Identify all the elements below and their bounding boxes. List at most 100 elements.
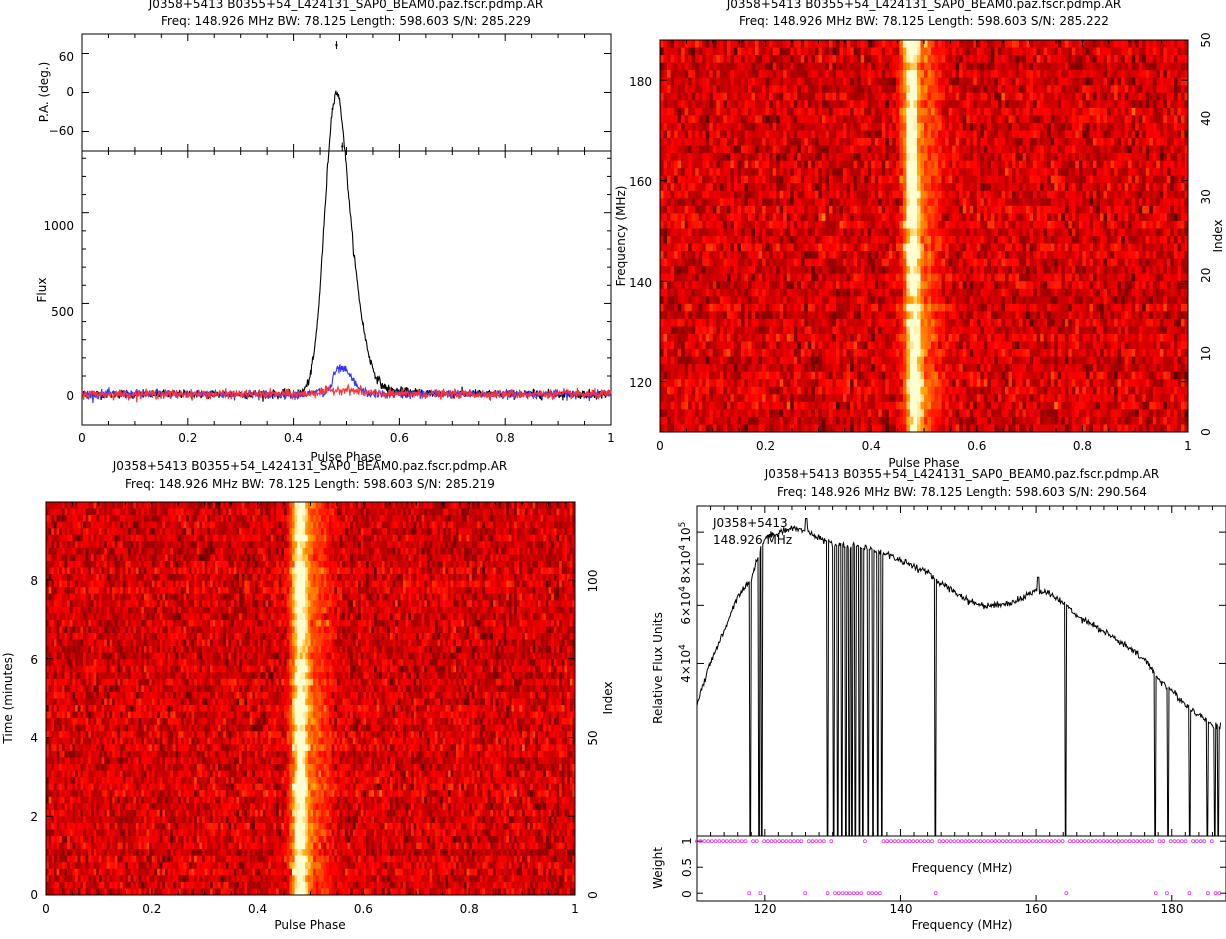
freq-phase-heatmap-cell bbox=[1037, 161, 1041, 169]
freq-phase-heatmap-cell bbox=[1023, 153, 1027, 161]
freq-phase-heatmap-cell bbox=[991, 93, 995, 101]
freq-phase-heatmap-cell bbox=[832, 146, 836, 154]
freq-phase-heatmap-cell bbox=[1068, 191, 1072, 199]
freq-phase-heatmap-cell bbox=[815, 221, 819, 229]
freq-phase-heatmap-cell bbox=[991, 161, 995, 169]
freq-phase-heatmap-cell bbox=[688, 251, 692, 259]
freq-phase-heatmap-cell bbox=[769, 228, 773, 236]
freq-phase-heatmap-cell bbox=[723, 176, 727, 184]
freq-phase-heatmap-cell bbox=[720, 146, 724, 154]
freq-phase-heatmap-cell bbox=[1037, 176, 1041, 184]
freq-phase-heatmap-cell bbox=[973, 244, 977, 252]
freq-phase-heatmap-cell bbox=[850, 206, 854, 214]
freq-phase-heatmap-cell bbox=[1167, 55, 1171, 63]
freq-phase-heatmap-cell bbox=[685, 259, 689, 267]
freq-phase-heatmap-cell bbox=[1075, 213, 1079, 221]
freq-phase-heatmap-cell bbox=[952, 93, 956, 101]
freq-phase-heatmap-cell bbox=[889, 100, 893, 108]
freq-phase-heatmap-cell bbox=[942, 115, 946, 123]
freq-phase-heatmap-cell bbox=[678, 146, 682, 154]
freq-phase-heatmap-cell bbox=[878, 274, 882, 282]
freq-phase-heatmap-cell bbox=[678, 48, 682, 56]
freq-phase-heatmap-cell bbox=[808, 206, 812, 214]
freq-phase-heatmap-cell bbox=[709, 115, 713, 123]
freq-phase-heatmap-cell bbox=[811, 168, 815, 176]
freq-phase-heatmap-cell bbox=[991, 183, 995, 191]
freq-phase-heatmap-cell bbox=[991, 153, 995, 161]
freq-phase-heatmap-cell bbox=[822, 161, 826, 169]
freq-phase-heatmap-cell bbox=[678, 138, 682, 146]
freq-phase-heatmap-cell bbox=[871, 274, 875, 282]
freq-phase-heatmap-cell bbox=[1051, 40, 1055, 48]
freq-phase-heatmap-cell bbox=[1030, 85, 1034, 93]
freq-phase-heatmap-cell bbox=[1079, 206, 1083, 214]
freq-phase-heatmap-cell bbox=[1125, 198, 1129, 206]
freq-phase-heatmap-cell bbox=[1153, 123, 1157, 131]
freq-phase-heatmap-cell bbox=[787, 213, 791, 221]
freq-phase-heatmap-cell bbox=[1026, 48, 1030, 56]
freq-phase-heatmap-cell bbox=[1177, 85, 1181, 93]
freq-phase-heatmap-cell bbox=[892, 221, 896, 229]
freq-phase-heatmap-cell bbox=[667, 130, 671, 138]
freq-phase-heatmap-cell bbox=[1026, 236, 1030, 244]
freq-phase-heatmap-cell bbox=[685, 191, 689, 199]
freq-phase-heatmap-cell bbox=[903, 228, 907, 236]
freq-phase-heatmap-cell bbox=[1089, 138, 1093, 146]
freq-phase-heatmap-cell bbox=[776, 228, 780, 236]
freq-phase-heatmap-cell bbox=[822, 213, 826, 221]
freq-phase-heatmap-cell bbox=[727, 161, 731, 169]
freq-phase-heatmap-cell bbox=[1118, 138, 1122, 146]
freq-phase-heatmap-cell bbox=[667, 115, 671, 123]
freq-phase-heatmap-cell bbox=[1026, 115, 1030, 123]
freq-phase-heatmap-cell bbox=[899, 130, 903, 138]
freq-phase-heatmap-cell bbox=[1012, 153, 1016, 161]
freq-phase-heatmap-cell bbox=[1058, 168, 1062, 176]
freq-phase-heatmap-cell bbox=[1016, 108, 1020, 116]
freq-phase-heatmap-cell bbox=[1026, 244, 1030, 252]
freq-phase-heatmap-cell bbox=[913, 115, 917, 123]
freq-phase-heatmap-cell bbox=[759, 63, 763, 71]
freq-phase-heatmap-cell bbox=[882, 168, 886, 176]
freq-phase-heatmap-cell bbox=[716, 115, 720, 123]
freq-phase-heatmap-cell bbox=[945, 198, 949, 206]
freq-phase-heatmap-cell bbox=[1096, 130, 1100, 138]
freq-phase-heatmap-cell bbox=[871, 183, 875, 191]
freq-phase-heatmap-cell bbox=[688, 93, 692, 101]
freq-phase-heatmap-cell bbox=[1082, 55, 1086, 63]
freq-phase-heatmap-cell bbox=[903, 78, 907, 86]
freq-phase-heatmap-cell bbox=[854, 168, 858, 176]
freq-phase-heatmap-cell bbox=[836, 244, 840, 252]
freq-phase-heatmap-cell bbox=[832, 115, 836, 123]
freq-phase-heatmap-cell bbox=[1033, 115, 1037, 123]
freq-phase-heatmap-cell bbox=[956, 221, 960, 229]
freq-phase-heatmap-cell bbox=[713, 183, 717, 191]
freq-phase-heatmap-cell bbox=[1096, 108, 1100, 116]
freq-phase-heatmap-cell bbox=[1111, 251, 1115, 259]
freq-phase-heatmap-cell bbox=[1016, 274, 1020, 282]
freq-phase-heatmap-cell bbox=[896, 221, 900, 229]
freq-phase-heatmap-cell bbox=[1160, 228, 1164, 236]
freq-phase-heatmap-cell bbox=[723, 183, 727, 191]
freq-phase-heatmap-cell bbox=[1121, 259, 1125, 267]
freq-phase-heatmap-cell bbox=[769, 40, 773, 48]
freq-phase-heatmap-cell bbox=[910, 93, 914, 101]
freq-phase-heatmap-cell bbox=[840, 63, 844, 71]
freq-phase-heatmap-cell bbox=[1114, 236, 1118, 244]
freq-phase-heatmap-cell bbox=[1054, 251, 1058, 259]
freq-phase-heatmap-cell bbox=[857, 244, 861, 252]
freq-phase-heatmap-cell bbox=[660, 138, 664, 146]
freq-phase-heatmap-cell bbox=[889, 138, 893, 146]
freq-phase-heatmap-cell bbox=[1019, 40, 1023, 48]
freq-phase-heatmap-cell bbox=[1107, 78, 1111, 86]
freq-phase-heatmap-cell bbox=[917, 221, 921, 229]
freq-phase-heatmap-cell bbox=[776, 191, 780, 199]
freq-phase-heatmap-cell bbox=[1118, 40, 1122, 48]
freq-phase-heatmap-cell bbox=[1072, 115, 1076, 123]
freq-phase-heatmap-cell bbox=[987, 168, 991, 176]
freq-phase-heatmap-cell bbox=[1068, 130, 1072, 138]
freq-phase-heatmap-cell bbox=[1135, 78, 1139, 86]
freq-phase-heatmap-cell bbox=[709, 274, 713, 282]
freq-phase-heatmap-cell bbox=[1047, 123, 1051, 131]
freq-phase-heatmap-cell bbox=[854, 78, 858, 86]
freq-phase-heatmap-cell bbox=[1096, 183, 1100, 191]
